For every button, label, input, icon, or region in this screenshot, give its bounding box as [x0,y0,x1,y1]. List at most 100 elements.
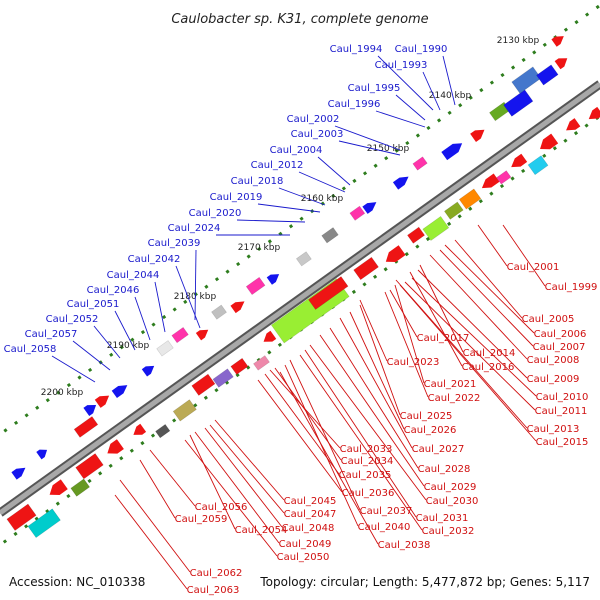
reverse-leader-line [399,284,537,442]
gene-arrow [49,479,68,495]
reverse-gene-label: Caul_2030 [426,496,479,507]
gene-arrow [392,176,409,190]
gene-arrow [566,118,581,131]
gene-50 [443,201,464,220]
gene-body [536,64,559,86]
gene-arrow [470,129,485,142]
reverse-gene-label: Caul_2028 [418,464,471,475]
gene-arrow [195,329,209,341]
reverse-gene-label: Caul_2050 [277,552,330,563]
reverse-leader-line [189,434,236,530]
gene-2 [36,449,48,460]
reverse-gene-label: Caul_2023 [387,357,440,368]
gene-arrow [141,365,155,377]
gene-45 [308,276,349,310]
forward-leader-line [134,296,151,341]
gene-arrow [481,173,500,189]
gene-3 [73,416,99,438]
gene-58 [588,106,600,120]
reverse-gene-label: Caul_2034 [341,456,394,467]
forward-gene-label: Caul_2052 [46,314,99,325]
reverse-leader-line [417,269,528,379]
gene-body [245,276,266,296]
forward-gene-label: Caul_2039 [148,238,201,249]
gene-body [407,226,426,244]
reverse-leader-line [279,371,379,545]
gene-arrow [230,301,245,314]
reverse-gene-label: Caul_2047 [284,509,337,520]
scale-tick-label: 2150 kbp [367,144,410,154]
gene-arrow [266,274,280,285]
forward-gene-label: Caul_1995 [348,83,401,94]
gene-arrow [36,449,48,460]
reverse-gene-label: Caul_2037 [360,506,413,517]
forward-gene-label: Caul_1994 [330,44,383,55]
reverse-gene-label: Caul_2016 [462,362,515,373]
reverse-leader-line [409,271,463,367]
reverse-gene-label: Caul_2005 [522,314,575,325]
reverse-leader-line [139,459,176,519]
forward-leader-line [395,94,426,121]
reverse-gene-label: Caul_2031 [416,513,469,524]
gene-41 [253,355,270,371]
gene-arrow [511,153,528,168]
forward-leader-line [338,140,401,156]
gene-32 [70,478,91,497]
reverse-leader-line [304,349,417,518]
reverse-gene-label: Caul_2045 [284,496,337,507]
gene-body [496,170,512,185]
gene-34 [107,439,124,454]
gene-30 [27,508,61,539]
forward-leader-line [278,187,326,206]
reverse-gene-label: Caul_2048 [282,523,335,534]
reverse-leader-line [394,284,425,384]
reverse-leader-line [502,224,546,287]
reverse-gene-label: Caul_2032 [422,526,475,537]
scale-tick-label: 2200 kbp [41,388,84,398]
forward-leader-line [257,203,321,213]
label-leader-lines [51,55,546,590]
gene-arrow [554,58,568,70]
forward-leader-line [422,71,441,111]
gene-features [6,36,600,539]
gene-25 [511,66,542,94]
gene-arrow [540,133,559,150]
reverse-leader-line [429,254,528,360]
forward-gene-label: Caul_2003 [291,129,344,140]
forward-gene-label: Caul_2058 [4,344,57,355]
gene-47 [385,245,406,262]
gene-body [6,503,37,531]
gene-46 [353,256,379,281]
gene-54 [511,153,528,168]
forward-gene-label: Caul_2018 [231,176,284,187]
gene-body [211,304,227,320]
reverse-leader-line [299,354,423,531]
forward-leader-line [317,156,351,186]
gene-10 [195,329,209,341]
reverse-leader-line [309,344,427,501]
reverse-gene-label: Caul_2015 [536,437,589,448]
forward-gene-label: Caul_2046 [87,285,140,296]
forward-gene-label: Caul_2024 [168,223,221,234]
scale-tick-label: 2190 kbp [107,341,150,351]
gene-arrow [441,143,463,161]
gene-body [253,355,270,371]
reverse-gene-label: Caul_2063 [187,585,240,596]
gene-arrow [94,395,110,408]
gene-8 [156,340,174,357]
reverse-leader-line [194,431,280,544]
gene-arrow [107,439,124,454]
gene-31 [49,479,68,495]
gene-arrow [263,330,277,342]
reverse-leader-line [444,244,535,334]
reverse-gene-label: Caul_2013 [527,424,580,435]
gene-body [349,205,366,221]
gene-22 [470,129,485,142]
forward-gene-label: Caul_2004 [270,145,323,156]
reverse-gene-label: Caul_2022 [428,393,481,404]
gene-body [155,423,171,439]
reverse-gene-label: Caul_2026 [404,425,457,436]
forward-leader-line [175,265,201,329]
reverse-gene-label: Caul_2007 [533,342,586,353]
reverse-leader-line [395,279,528,429]
